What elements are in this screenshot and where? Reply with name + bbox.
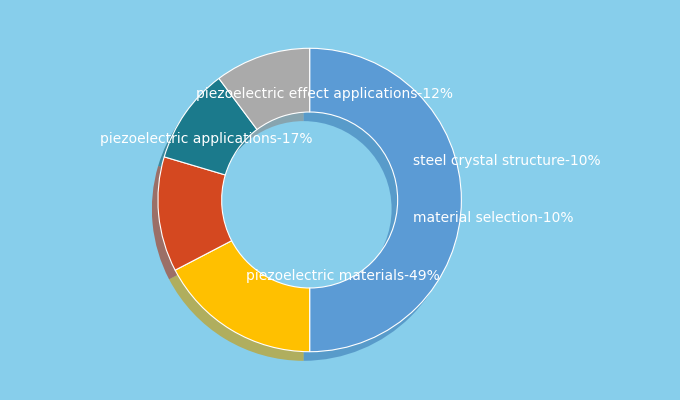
Wedge shape (158, 157, 232, 270)
Wedge shape (175, 241, 309, 352)
Wedge shape (309, 48, 461, 352)
Wedge shape (303, 57, 456, 361)
Wedge shape (164, 78, 257, 175)
Wedge shape (152, 166, 226, 279)
Wedge shape (213, 57, 303, 138)
Text: piezoelectric materials-49%: piezoelectric materials-49% (246, 269, 440, 283)
Text: steel crystal structure-10%: steel crystal structure-10% (413, 154, 600, 168)
Wedge shape (169, 250, 303, 361)
Text: piezoelectric effect applications-12%: piezoelectric effect applications-12% (197, 87, 454, 101)
Wedge shape (219, 48, 309, 130)
Text: piezoelectric applications-17%: piezoelectric applications-17% (100, 132, 313, 146)
Wedge shape (158, 88, 251, 184)
Text: material selection-10%: material selection-10% (413, 211, 573, 225)
